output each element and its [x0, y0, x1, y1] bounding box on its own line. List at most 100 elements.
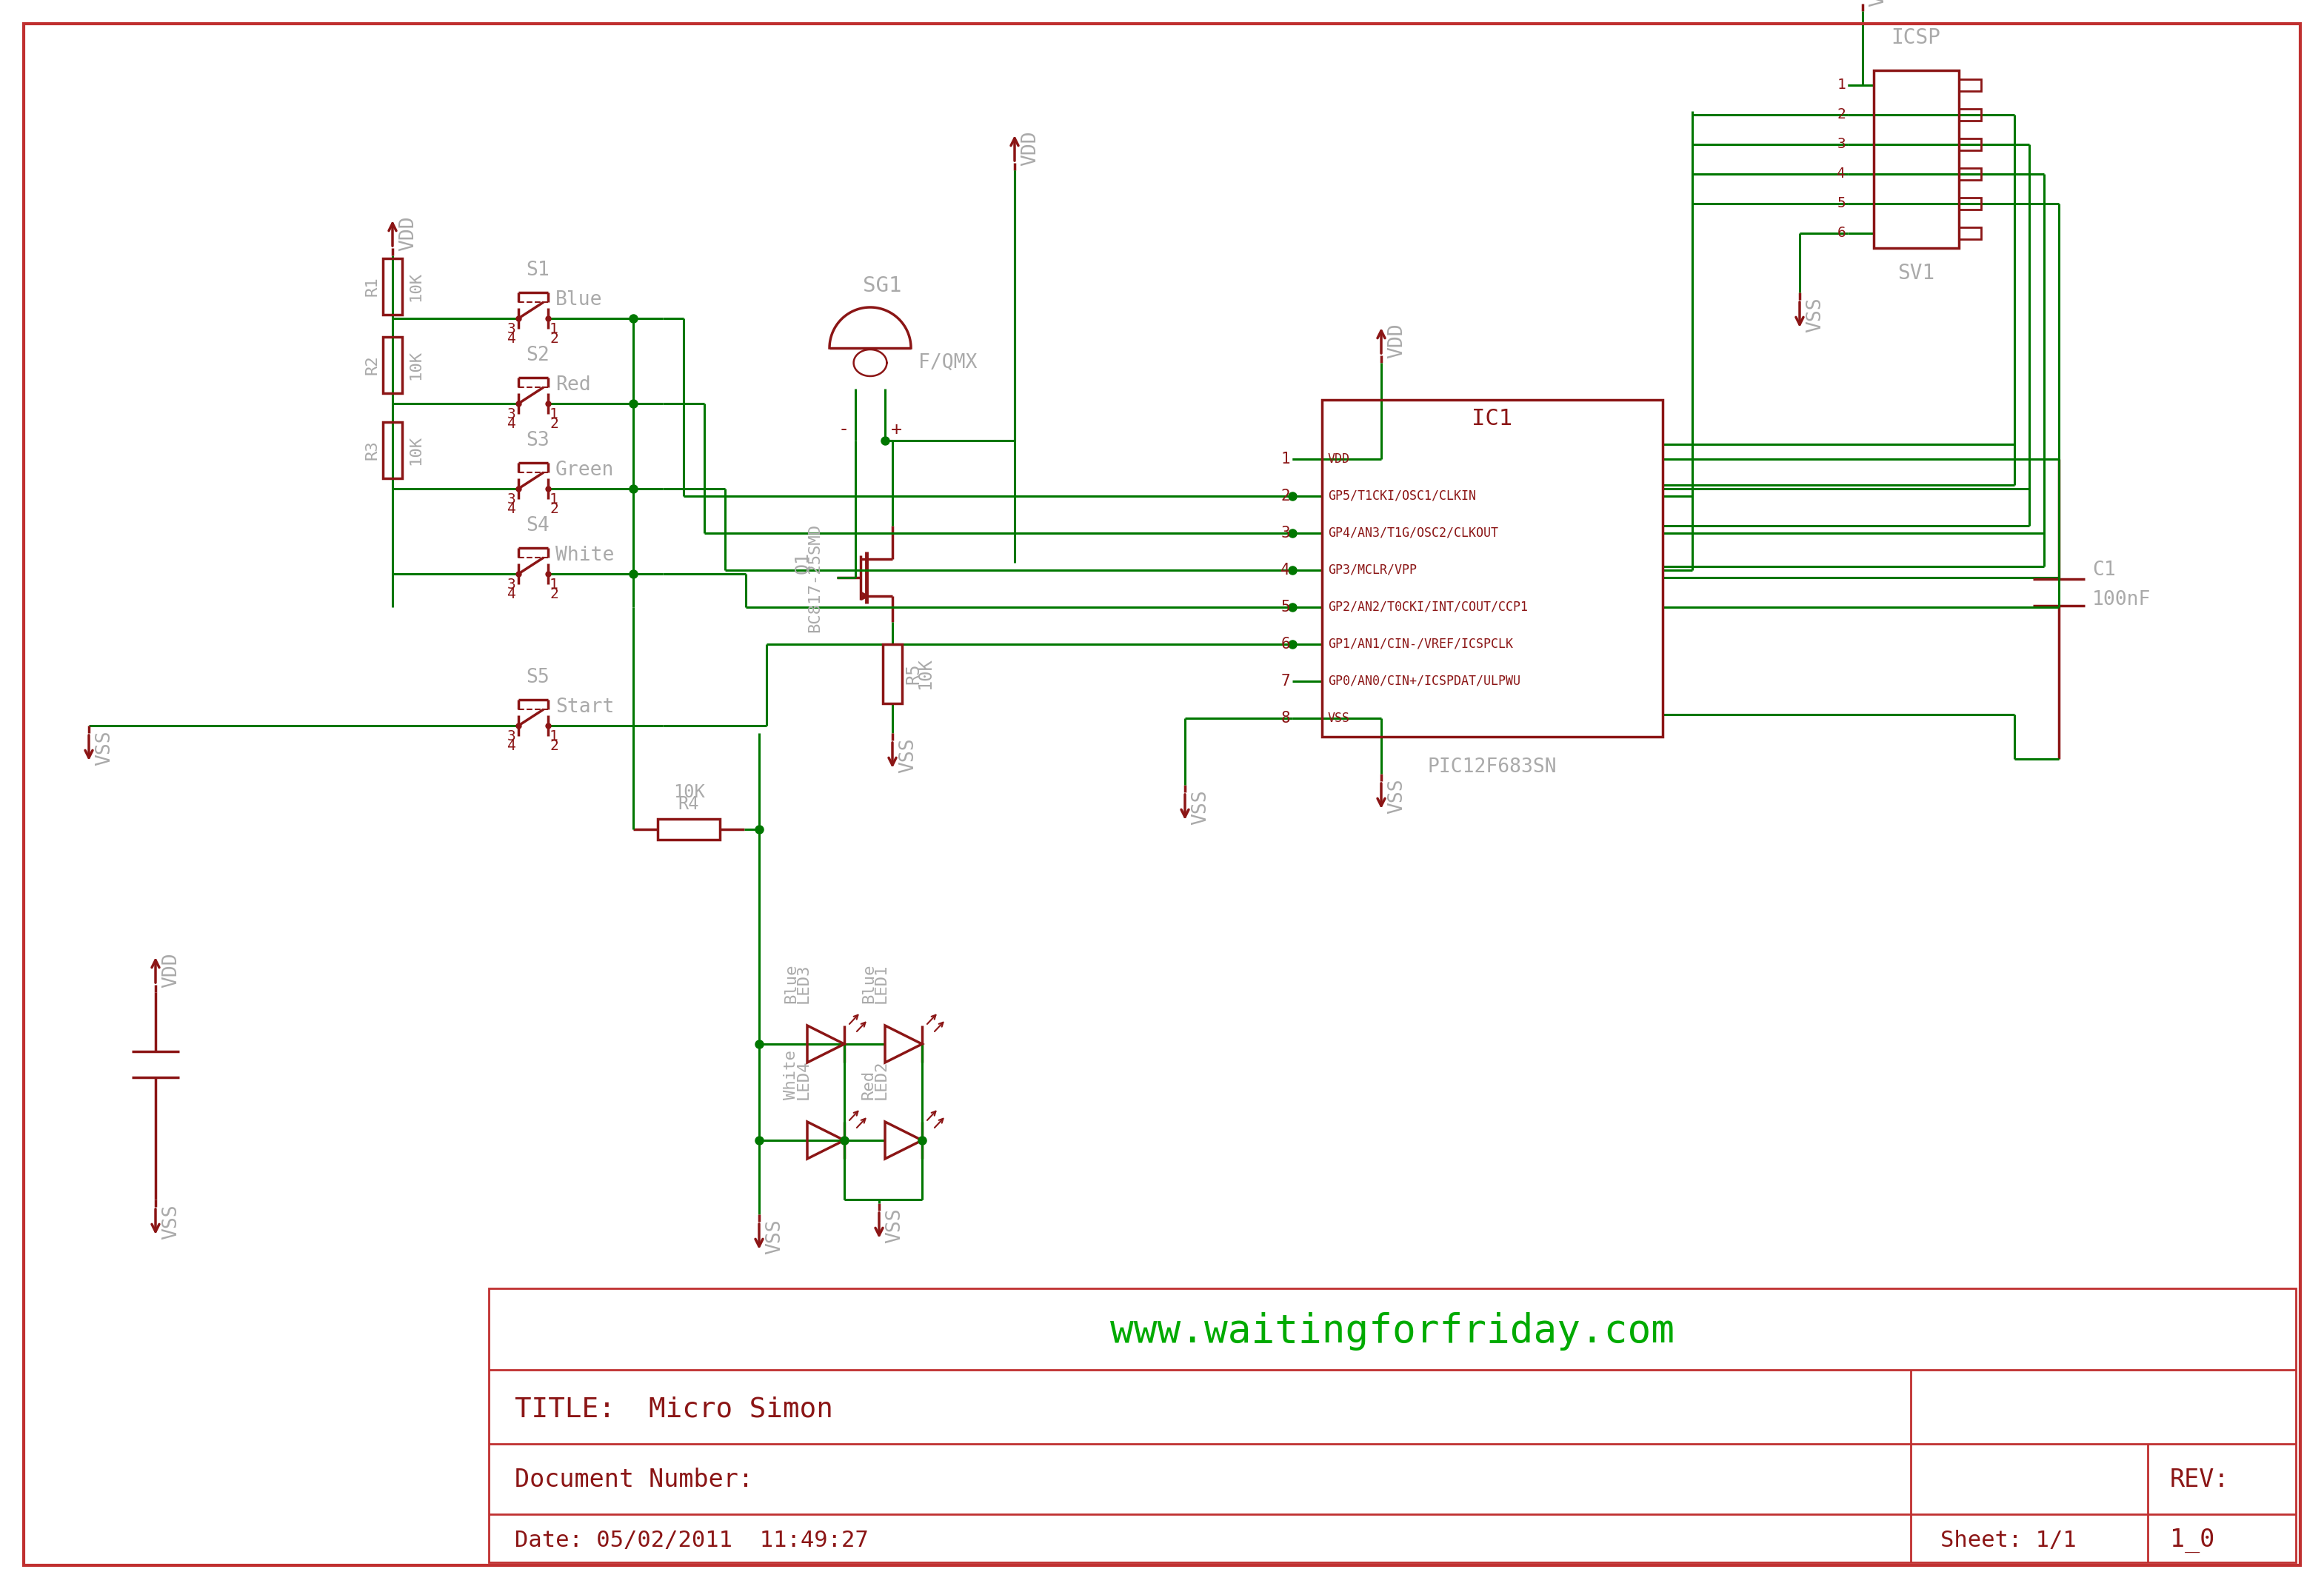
Text: S3: S3 — [525, 431, 548, 450]
Text: www.waitingforfriday.com: www.waitingforfriday.com — [1111, 1313, 1676, 1351]
Bar — [883, 644, 902, 704]
Text: TITLE:  Micro Simon: TITLE: Micro Simon — [514, 1395, 832, 1422]
Text: 2: 2 — [1836, 108, 1845, 122]
Text: -: - — [839, 421, 851, 439]
Text: GP3/MCLR/VPP: GP3/MCLR/VPP — [1327, 564, 1418, 577]
Text: F/QMX: F/QMX — [918, 353, 976, 372]
Text: R4: R4 — [679, 794, 700, 814]
Text: Sheet: 1/1: Sheet: 1/1 — [1941, 1529, 2075, 1551]
Text: Document Number:: Document Number: — [514, 1467, 753, 1492]
Text: 5: 5 — [1836, 197, 1845, 211]
Text: VSS: VSS — [1190, 790, 1211, 825]
Text: 1_0: 1_0 — [2171, 1529, 2215, 1552]
Text: VSS: VSS — [1387, 779, 1406, 814]
Text: R3: R3 — [365, 440, 379, 461]
Text: 4: 4 — [507, 588, 516, 601]
Text: 10K: 10K — [916, 658, 934, 690]
Text: 1: 1 — [548, 729, 558, 744]
Text: VDD: VDD — [1020, 130, 1039, 165]
Text: 5: 5 — [1281, 599, 1290, 615]
Text: 8: 8 — [1281, 710, 1290, 726]
Text: GP0/AN0/CIN+/ICSPDAT/ULPWU: GP0/AN0/CIN+/ICSPDAT/ULPWU — [1327, 675, 1520, 688]
Text: 4: 4 — [507, 332, 516, 346]
Text: 10K: 10K — [409, 272, 423, 302]
Text: 2: 2 — [548, 416, 558, 431]
Text: 3: 3 — [1836, 137, 1845, 151]
Text: Blue: Blue — [555, 291, 602, 310]
Bar — [1959, 197, 1980, 210]
Text: 3: 3 — [507, 729, 516, 744]
Text: SG1: SG1 — [862, 275, 902, 296]
Text: Blue: Blue — [783, 963, 799, 1003]
Bar — [488, 1289, 2296, 1562]
Text: 100nF: 100nF — [2092, 590, 2152, 610]
Bar — [383, 337, 402, 392]
Text: Green: Green — [555, 461, 614, 480]
Text: SV1: SV1 — [1896, 262, 1934, 283]
Text: R2: R2 — [365, 354, 379, 375]
Text: GP1/AN1/CIN-/VREF/ICSPCLK: GP1/AN1/CIN-/VREF/ICSPCLK — [1327, 637, 1513, 651]
Text: 4: 4 — [507, 502, 516, 516]
Text: 1: 1 — [548, 407, 558, 421]
Text: REV:: REV: — [2171, 1467, 2229, 1492]
Text: VDD: VDD — [1868, 0, 1887, 6]
Text: 4: 4 — [1281, 563, 1290, 577]
Text: 1: 1 — [1836, 78, 1845, 92]
Text: VSS: VSS — [1806, 297, 1824, 332]
Text: VDD: VDD — [397, 216, 418, 251]
Text: ICSP: ICSP — [1892, 27, 1941, 48]
Text: 1: 1 — [548, 493, 558, 507]
Text: 6: 6 — [1281, 637, 1290, 651]
Text: 10K: 10K — [409, 435, 423, 466]
Text: Red: Red — [555, 375, 590, 394]
Text: 2: 2 — [548, 739, 558, 753]
Text: R1: R1 — [365, 276, 379, 297]
Text: Blue: Blue — [862, 963, 876, 1003]
Text: 2: 2 — [548, 588, 558, 601]
Bar — [1959, 79, 1980, 91]
Text: VDD: VDD — [1387, 323, 1406, 358]
Text: VDD: VDD — [160, 952, 181, 988]
Text: 10K: 10K — [674, 783, 704, 801]
Bar — [1959, 168, 1980, 180]
Text: GP4/AN3/T1G/OSC2/CLKOUT: GP4/AN3/T1G/OSC2/CLKOUT — [1327, 526, 1499, 540]
Text: Start: Start — [555, 698, 614, 717]
Text: R5: R5 — [904, 663, 923, 685]
Text: 1: 1 — [1281, 451, 1290, 467]
Text: VSS: VSS — [899, 737, 918, 772]
Bar — [1322, 400, 1662, 737]
Text: S4: S4 — [525, 516, 548, 535]
Bar — [383, 423, 402, 478]
Text: GP2/AN2/T0CKI/INT/COUT/CCP1: GP2/AN2/T0CKI/INT/COUT/CCP1 — [1327, 601, 1527, 613]
Text: 4: 4 — [1836, 167, 1845, 181]
Text: White: White — [783, 1050, 799, 1100]
Text: 3: 3 — [1281, 526, 1290, 540]
Text: 4: 4 — [507, 416, 516, 431]
Text: VDD: VDD — [1327, 453, 1350, 466]
Bar — [383, 259, 402, 315]
Text: 4: 4 — [507, 739, 516, 753]
Text: LED1: LED1 — [874, 963, 888, 1003]
Text: 3: 3 — [507, 407, 516, 421]
Text: VSS: VSS — [1327, 712, 1350, 725]
Text: LED2: LED2 — [874, 1060, 888, 1100]
Text: 2: 2 — [1281, 489, 1290, 504]
Text: S1: S1 — [525, 261, 548, 280]
Bar — [1959, 227, 1980, 240]
Text: LED4: LED4 — [797, 1060, 811, 1100]
Text: 10K: 10K — [409, 350, 423, 380]
Text: VSS: VSS — [765, 1219, 783, 1254]
Text: Red: Red — [862, 1069, 876, 1100]
Bar — [1873, 70, 1959, 248]
Text: BC817-25SMD: BC817-25SMD — [806, 523, 823, 632]
Text: White: White — [555, 545, 614, 566]
Text: S5: S5 — [525, 667, 548, 686]
Text: IC1: IC1 — [1471, 408, 1513, 429]
Text: VSS: VSS — [885, 1208, 904, 1243]
Text: PIC12F683SN: PIC12F683SN — [1427, 758, 1557, 777]
Text: 3: 3 — [507, 323, 516, 337]
Text: 6: 6 — [1836, 226, 1845, 240]
Text: Q1: Q1 — [792, 551, 811, 574]
Text: +: + — [890, 421, 902, 439]
Text: VSS: VSS — [160, 1204, 181, 1239]
